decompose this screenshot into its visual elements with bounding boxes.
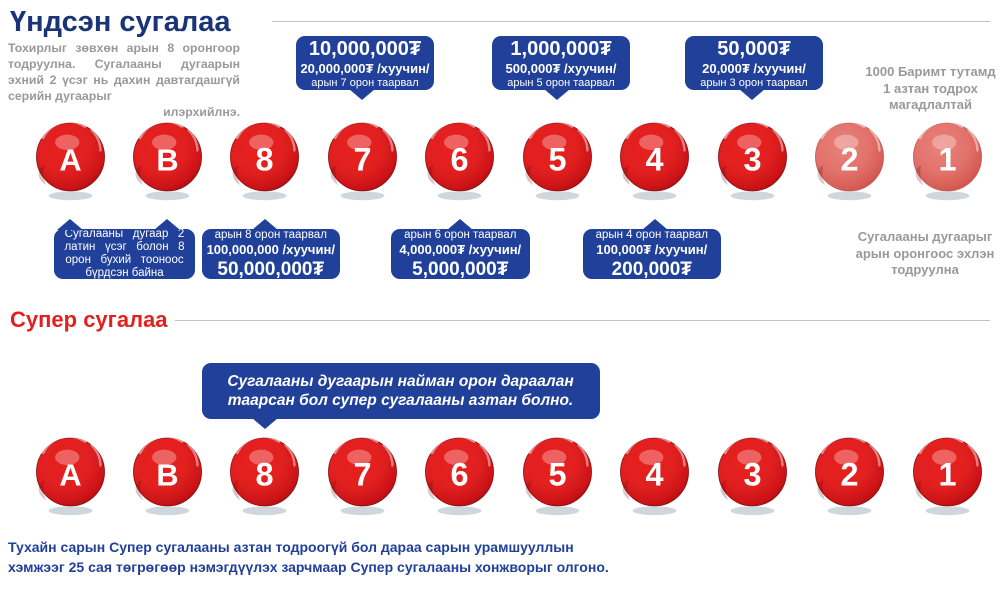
svg-text:4: 4 [646, 456, 664, 492]
svg-text:7: 7 [353, 142, 371, 178]
svg-text:B: B [156, 143, 178, 178]
svg-text:6: 6 [451, 142, 469, 178]
svg-text:3: 3 [743, 142, 761, 178]
svg-text:5: 5 [548, 456, 566, 492]
svg-text:A: A [59, 143, 81, 178]
svg-text:1: 1 [938, 456, 956, 492]
svg-text:A: A [59, 457, 81, 492]
svg-text:2: 2 [841, 456, 859, 492]
svg-text:8: 8 [256, 456, 274, 492]
svg-text:1: 1 [938, 142, 956, 178]
svg-text:4: 4 [646, 142, 664, 178]
svg-text:7: 7 [353, 456, 371, 492]
svg-text:3: 3 [743, 456, 761, 492]
svg-text:2: 2 [841, 142, 859, 178]
svg-text:6: 6 [451, 456, 469, 492]
svg-text:B: B [156, 457, 178, 492]
svg-text:5: 5 [548, 142, 566, 178]
svg-text:8: 8 [256, 142, 274, 178]
